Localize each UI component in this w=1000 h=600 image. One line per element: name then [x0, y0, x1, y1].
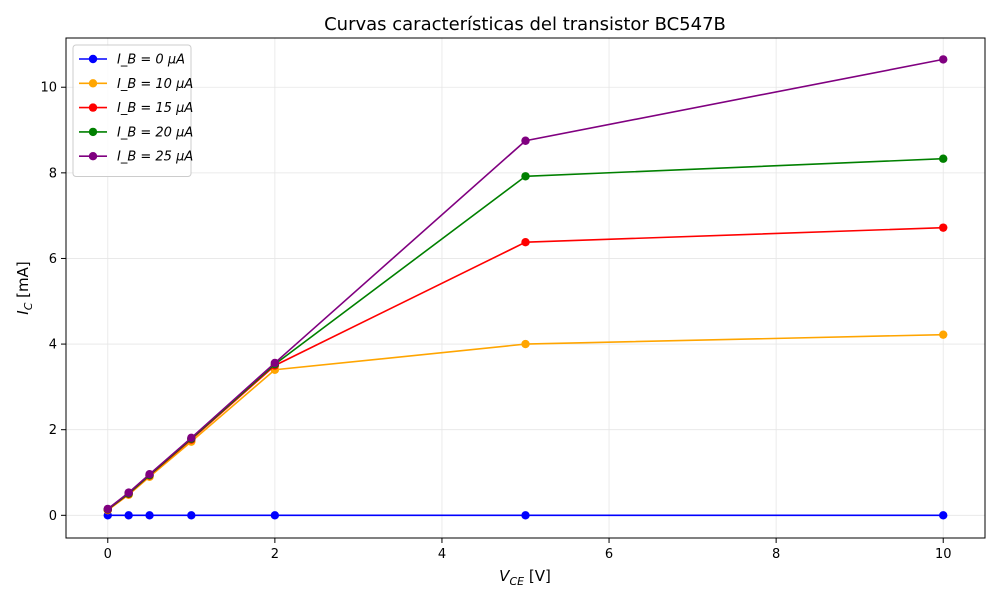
- y-tick-label: 10: [40, 81, 57, 96]
- legend-swatch-marker: [88, 127, 98, 137]
- legend: I_B = 0 μA I_B = 10 μA I_B = 15 μA I_B = 20…: [72, 44, 193, 177]
- data-point: [939, 55, 948, 64]
- x-tick-label: 4: [438, 547, 446, 562]
- x-tick-label: 8: [772, 547, 780, 562]
- x-tick-label: 10: [935, 547, 952, 562]
- legend-swatch-marker: [88, 54, 98, 64]
- legend-label: I_B = 15 μA: [117, 101, 193, 116]
- data-point: [521, 339, 530, 349]
- legend-swatch-marker: [88, 103, 98, 112]
- ticks-layer: 0 2 4 6 8 10 0 2 4 6 8 10: [40, 81, 951, 562]
- x-tick-label: 0: [104, 547, 112, 562]
- legend-label: I_B = 0 μA: [117, 53, 185, 68]
- x-tick-label: 2: [271, 547, 279, 562]
- legend-frame: [72, 44, 192, 177]
- data-point: [187, 511, 196, 520]
- series-1: [103, 330, 948, 515]
- legend-label: I_B = 10 μA: [117, 77, 193, 92]
- y-tick-label: 8: [49, 166, 57, 181]
- chart-title: Curvas características del transistor BC…: [324, 14, 726, 35]
- legend-swatch-marker: [88, 79, 98, 88]
- y-tick-label: 0: [49, 509, 57, 524]
- data-point: [521, 511, 530, 520]
- legend-item: I_B = 15 μA: [79, 101, 193, 116]
- series-0: [103, 511, 948, 520]
- data-point: [103, 504, 112, 514]
- legend-item: I_B = 20 μA: [79, 125, 193, 140]
- data-point: [145, 470, 154, 479]
- data-point: [521, 136, 530, 145]
- y-tick-label: 6: [49, 252, 57, 267]
- grid-layer: [66, 38, 985, 538]
- data-point: [187, 433, 196, 443]
- plot-frame: [65, 37, 986, 539]
- series-2: [103, 223, 948, 514]
- y-tick-label: 4: [49, 338, 57, 353]
- data-point: [521, 172, 530, 181]
- data-point: [521, 237, 530, 247]
- x-axis-title: VCE [V]: [499, 567, 551, 588]
- legend-label: I_B = 20 μA: [117, 125, 193, 140]
- y-tick-label: 2: [49, 423, 57, 438]
- legend-label: I_B = 25 μA: [117, 150, 193, 165]
- data-point: [939, 330, 948, 339]
- x-tick-label: 6: [605, 547, 613, 562]
- legend-swatch-marker: [88, 152, 98, 161]
- data-point: [939, 223, 948, 232]
- series-4: [103, 55, 948, 514]
- legend-item: I_B = 0 μA: [79, 53, 185, 68]
- data-point: [270, 511, 280, 520]
- data-point: [124, 511, 133, 520]
- data-point: [270, 358, 280, 368]
- data-point: [145, 511, 154, 520]
- series-line: [107, 157, 944, 510]
- y-axis-title: IC [mA]: [14, 261, 35, 314]
- data-point: [124, 488, 133, 497]
- series-layer: [103, 55, 948, 520]
- legend-item: I_B = 25 μA: [79, 150, 193, 165]
- series-3: [103, 154, 948, 514]
- series-line: [107, 58, 944, 510]
- legend-item: I_B = 10 μA: [79, 77, 193, 92]
- series-line: [107, 333, 944, 511]
- data-point: [939, 154, 948, 163]
- series-line: [107, 226, 944, 511]
- data-point: [939, 511, 948, 520]
